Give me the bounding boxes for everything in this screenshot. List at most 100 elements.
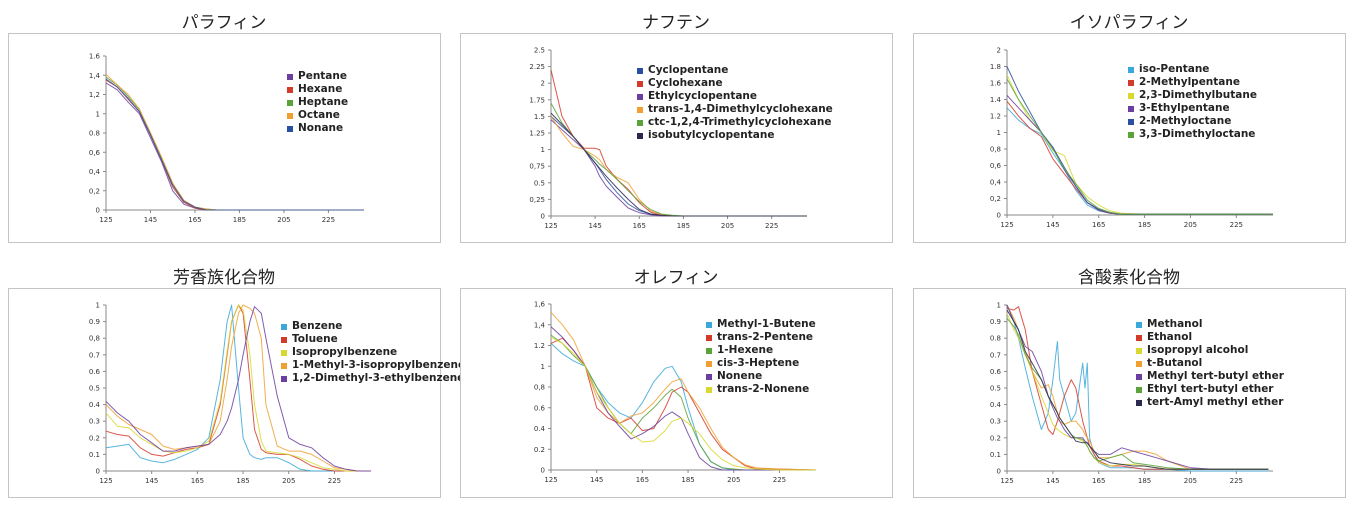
legend-swatch-icon [1136, 347, 1142, 354]
y-tick-label: 1 [997, 129, 1001, 137]
y-tick-label: 0,75 [529, 163, 545, 171]
y-tick-label: 0.9 [89, 318, 100, 326]
legend-label: Cyclopentane [648, 64, 729, 76]
legend-swatch-icon [637, 93, 643, 100]
y-tick-label: 0.3 [990, 418, 1001, 426]
x-tick-label: 145 [145, 477, 158, 485]
legend-swatch-icon [1136, 373, 1142, 380]
legend-item: 1-Hexene [706, 344, 816, 357]
legend-item: trans-2-Nonene [706, 383, 816, 396]
legend-swatch-icon [281, 375, 287, 382]
legend-item: Isopropylbenzene [281, 346, 465, 359]
x-tick-label: 185 [1138, 221, 1151, 229]
x-tick-label: 145 [590, 476, 603, 484]
legend-item: 3-Ethylpentane [1128, 102, 1257, 115]
x-tick-label: 205 [1184, 221, 1197, 229]
x-tick-label: 225 [765, 222, 778, 230]
y-tick-label: 2.25 [529, 63, 545, 71]
legend-label: Methyl-1-Butene [717, 318, 816, 330]
chart-legend: Methanol Ethanol Isopropyl alcohol t-Butano… [1136, 318, 1284, 409]
x-tick-label: 205 [282, 477, 295, 485]
legend-label: Benzene [292, 320, 343, 332]
legend-label: 2-Methylpentane [1139, 76, 1240, 88]
y-tick-label: 0.6 [990, 368, 1002, 376]
legend-item: Heptane [287, 96, 348, 109]
legend-item: Methyl tert-butyl ether [1136, 370, 1284, 383]
legend-label: iso-Pentane [1139, 63, 1210, 75]
legend-item: 3,3-Dimethyloctane [1128, 128, 1257, 141]
legend-label: Toluene [292, 333, 338, 345]
x-tick-label: 165 [636, 476, 649, 484]
legend-swatch-icon [1128, 92, 1134, 99]
series-line [105, 304, 371, 472]
legend-label: Heptane [298, 96, 349, 108]
y-tick-label: 0,2 [990, 195, 1001, 203]
legend-swatch-icon [1136, 360, 1142, 367]
legend-label: Isopropyl alcohol [1147, 344, 1249, 356]
legend-item: Isopropyl alcohol [1136, 344, 1284, 357]
legend-item: iso-Pentane [1128, 63, 1257, 76]
legend-label: Methyl tert-butyl ether [1147, 370, 1284, 382]
panel-title-olefins: オレフィン [633, 268, 719, 288]
y-tick-label: 1 [541, 363, 545, 371]
legend-label: Ethylcyclopentane [648, 90, 758, 102]
legend-label: Nonene [717, 370, 763, 382]
legend-label: Ethyl tert-butyl ether [1147, 383, 1274, 395]
legend-swatch-icon [637, 80, 643, 87]
legend-item: 2-Methylpentane [1128, 76, 1257, 89]
legend-item: trans-2-Pentene [706, 331, 816, 344]
legend-item: Toluene [281, 333, 465, 346]
y-tick-label: 1 [997, 302, 1001, 310]
legend-item: Nonane [287, 122, 348, 135]
panel-title-paraffin: パラフィン [181, 13, 267, 33]
x-tick-label: 225 [328, 477, 341, 485]
line-chart: 0 0.1 0.2 0.3 0.4 0.5 0.6 0.7 0.8 0.9 1 125 145 165 18… [990, 302, 1273, 485]
legend-label: 2,3-Dimethylbutane [1139, 89, 1257, 101]
series-line [550, 336, 816, 471]
legend-item: Ethylcyclopentane [637, 90, 833, 103]
chart-legend: Benzene Toluene Isopropylbenzene 1-Methyl-3… [281, 320, 465, 385]
y-tick-label: 0 [96, 207, 100, 215]
legend-item: 1-Methyl-3-isopropylbenzene [281, 359, 465, 372]
y-tick-label: 0,6 [89, 149, 101, 157]
legend-swatch-icon [1128, 118, 1134, 125]
x-tick-label: 145 [144, 216, 157, 224]
y-tick-label: 0,8 [534, 384, 545, 392]
legend-item: Ethanol [1136, 331, 1284, 344]
chart-panel-isoparaffin: 0 0,2 0,4 0,6 0,8 1 1.2 1.4 1.6 1.8 2 125 145 165 185 2… [913, 33, 1346, 243]
y-tick-label: 1 [541, 146, 545, 154]
legend-item: Methyl-1-Butene [706, 318, 816, 331]
legend-swatch-icon [1136, 399, 1142, 406]
x-tick-label: 125 [99, 216, 112, 224]
y-tick-label: 0.5 [89, 385, 100, 393]
legend-label: 1,2-Dimethyl-3-ethylbenzene [292, 372, 465, 384]
y-tick-label: 0 [96, 468, 100, 476]
series-line [1006, 304, 1269, 470]
legend-swatch-icon [281, 336, 287, 343]
panel-title-naphthene: ナフテン [642, 13, 710, 33]
x-tick-label: 145 [1046, 221, 1059, 229]
legend-item: cis-3-Heptene [706, 357, 816, 370]
x-tick-label: 225 [773, 476, 786, 484]
y-tick-label: 0 [541, 213, 545, 221]
x-tick-label: 165 [191, 477, 204, 485]
legend-item: 2,3-Dimethylbutane [1128, 89, 1257, 102]
y-tick-label: 2 [541, 80, 545, 88]
legend-label: isobutylcyclopentane [648, 129, 775, 141]
chart-panel-olefins: 0 0.2 0.4 0.6 0,8 1 1.2 1,4 1,6 125 145 165 185 205 22… [460, 288, 893, 498]
legend-item: ctc-1,2,4-Trimethylcyclohexane [637, 116, 833, 129]
y-tick-label: 0 [997, 212, 1001, 220]
legend-label: ctc-1,2,4-Trimethylcyclohexane [648, 116, 832, 128]
y-tick-label: 1.6 [990, 80, 1002, 88]
legend-swatch-icon [287, 125, 293, 132]
legend-label: cis-3-Heptene [717, 357, 800, 369]
legend-swatch-icon [637, 106, 643, 113]
legend-item: Benzene [281, 320, 465, 333]
series-line [1006, 309, 1269, 470]
legend-swatch-icon [706, 347, 712, 354]
y-tick-label: 1 [96, 302, 100, 310]
legend-item: 1,2-Dimethyl-3-ethylbenzene [281, 372, 465, 385]
x-tick-label: 125 [99, 477, 112, 485]
line-chart: 0 0,2 0,4 0,6 0,8 1 1.2 1.4 1.6 1.8 2 125 145 165 185 2… [990, 47, 1273, 229]
legend-swatch-icon [281, 323, 287, 330]
